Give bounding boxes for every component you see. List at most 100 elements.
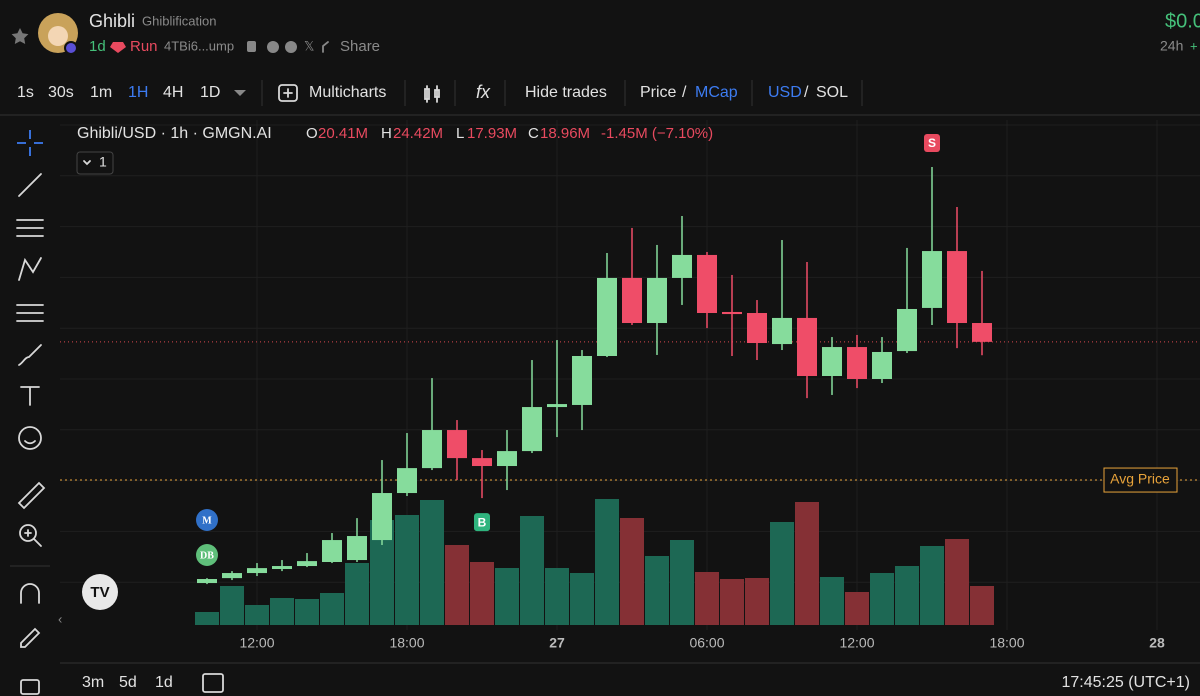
x-icon[interactable]: 𝕏 [304,38,314,53]
volume-bar [320,593,344,625]
candle-body [647,277,667,324]
candle-body [772,317,792,345]
candle-body [672,254,692,278]
range-button[interactable]: 1d [155,674,173,691]
mcap-toggle[interactable]: MCap [695,84,738,101]
indicator-toggle[interactable] [76,151,114,175]
slash: / [804,84,809,101]
sol-toggle[interactable]: SOL [816,84,848,101]
token-age: 1d [89,38,106,55]
candle-body [722,311,742,315]
range-group: 3m 5d 1d [82,674,173,691]
multicharts-button[interactable]: Multicharts [309,84,386,101]
token-address[interactable]: 4TBi6...ump [164,38,234,53]
favorite-star[interactable] [11,28,29,44]
candle-body [597,277,617,357]
ohlc-open-label: O [306,125,318,142]
candle-body [522,407,542,452]
change-sign: + [1190,38,1198,53]
interval-dropdown[interactable] [234,90,246,96]
copy-icon[interactable] [247,41,256,52]
clock: 17:45:25 (UTC+1) [1061,674,1190,691]
chart-type-button[interactable] [424,85,440,103]
interval-button[interactable]: 30s [48,84,74,101]
brush-tool[interactable] [18,344,42,366]
indicators-button[interactable]: fx [476,82,491,102]
volume-bar [770,522,794,625]
interval-button[interactable]: 1s [17,84,34,101]
lock-tool[interactable] [20,679,40,695]
range-button[interactable]: 5d [119,674,137,691]
change-period: 24h [1160,38,1183,54]
hide-trades-button[interactable]: Hide trades [525,84,607,101]
volume-bar [895,566,919,625]
crosshair-tool[interactable] [17,130,43,156]
candle-body [397,468,417,494]
candle-body [547,404,567,408]
prediction-tool[interactable] [16,304,44,322]
volume-bar [620,518,644,625]
fib-tool[interactable] [16,219,44,237]
usd-toggle[interactable]: USD [768,84,802,101]
volume-bar [970,586,994,625]
candle-body [972,323,992,342]
candle-body [422,430,442,469]
slash: / [682,84,687,101]
ruler-tool[interactable] [17,481,46,510]
ohlc-low-label: L [456,125,464,142]
avatar-face [48,26,68,46]
ohlc-legend: O 20.41M H 24.42M L 17.93M C 18.96M -1.45M (−7.1… [306,125,713,142]
volume-bar [920,546,944,625]
indicator-chevron [83,160,91,166]
candle-body [197,579,217,584]
trade-marker [924,134,940,153]
volume-bar [420,500,444,625]
chart-area: S B M DB [60,120,1200,630]
range-button[interactable]: 3m [82,674,104,691]
goto-date-button[interactable] [202,673,224,693]
candle-body [697,254,717,314]
share-button[interactable]: Share [340,38,380,55]
magnet-tool[interactable] [20,583,40,604]
text-tool[interactable] [20,386,40,406]
candle-body [472,458,492,467]
volume-bar [745,578,769,625]
ohlc-open: 20.41M [318,125,368,142]
event-badge[interactable] [196,509,218,531]
chart-title: Ghibli/USD · 1h · GMGN.AI [77,125,272,142]
emoji-tool[interactable] [18,426,42,450]
zoom-tool[interactable] [19,524,37,542]
volume-bar [270,598,294,625]
trendline-tool[interactable] [18,173,42,197]
volume-bar [495,568,519,625]
pattern-tool[interactable] [18,257,42,281]
zoom-plus [24,529,42,547]
interval-button[interactable]: 4H [163,84,183,101]
price-toggle[interactable]: Price [640,84,677,101]
volume-bar [695,572,719,625]
indicator-count: 1 [99,154,107,170]
candle-body [372,493,392,541]
volume-bar [570,573,594,625]
grid [60,124,1200,583]
web-icon[interactable] [285,41,297,53]
link-icon[interactable] [267,41,279,53]
interval-button[interactable]: 1D [200,84,220,101]
volume-bar [645,556,669,625]
trade-marker-label: B [478,515,487,529]
volume-bar [845,592,869,625]
volume-bar [445,545,469,625]
volume-bar [195,612,219,625]
x-tick-label: 12:00 [839,635,874,651]
collapse-toolbar[interactable]: ‹ [58,611,62,626]
lock-drawings-tool[interactable] [20,627,41,648]
ohlc-close: 18.96M [540,125,590,142]
interval-button[interactable]: 1m [90,84,112,101]
x-tick-label: 18:00 [989,635,1024,651]
interval-button[interactable]: 1H [128,84,148,101]
event-badge[interactable] [196,544,218,566]
tradingview-logo[interactable] [82,574,118,610]
multicharts-icon [278,84,298,102]
